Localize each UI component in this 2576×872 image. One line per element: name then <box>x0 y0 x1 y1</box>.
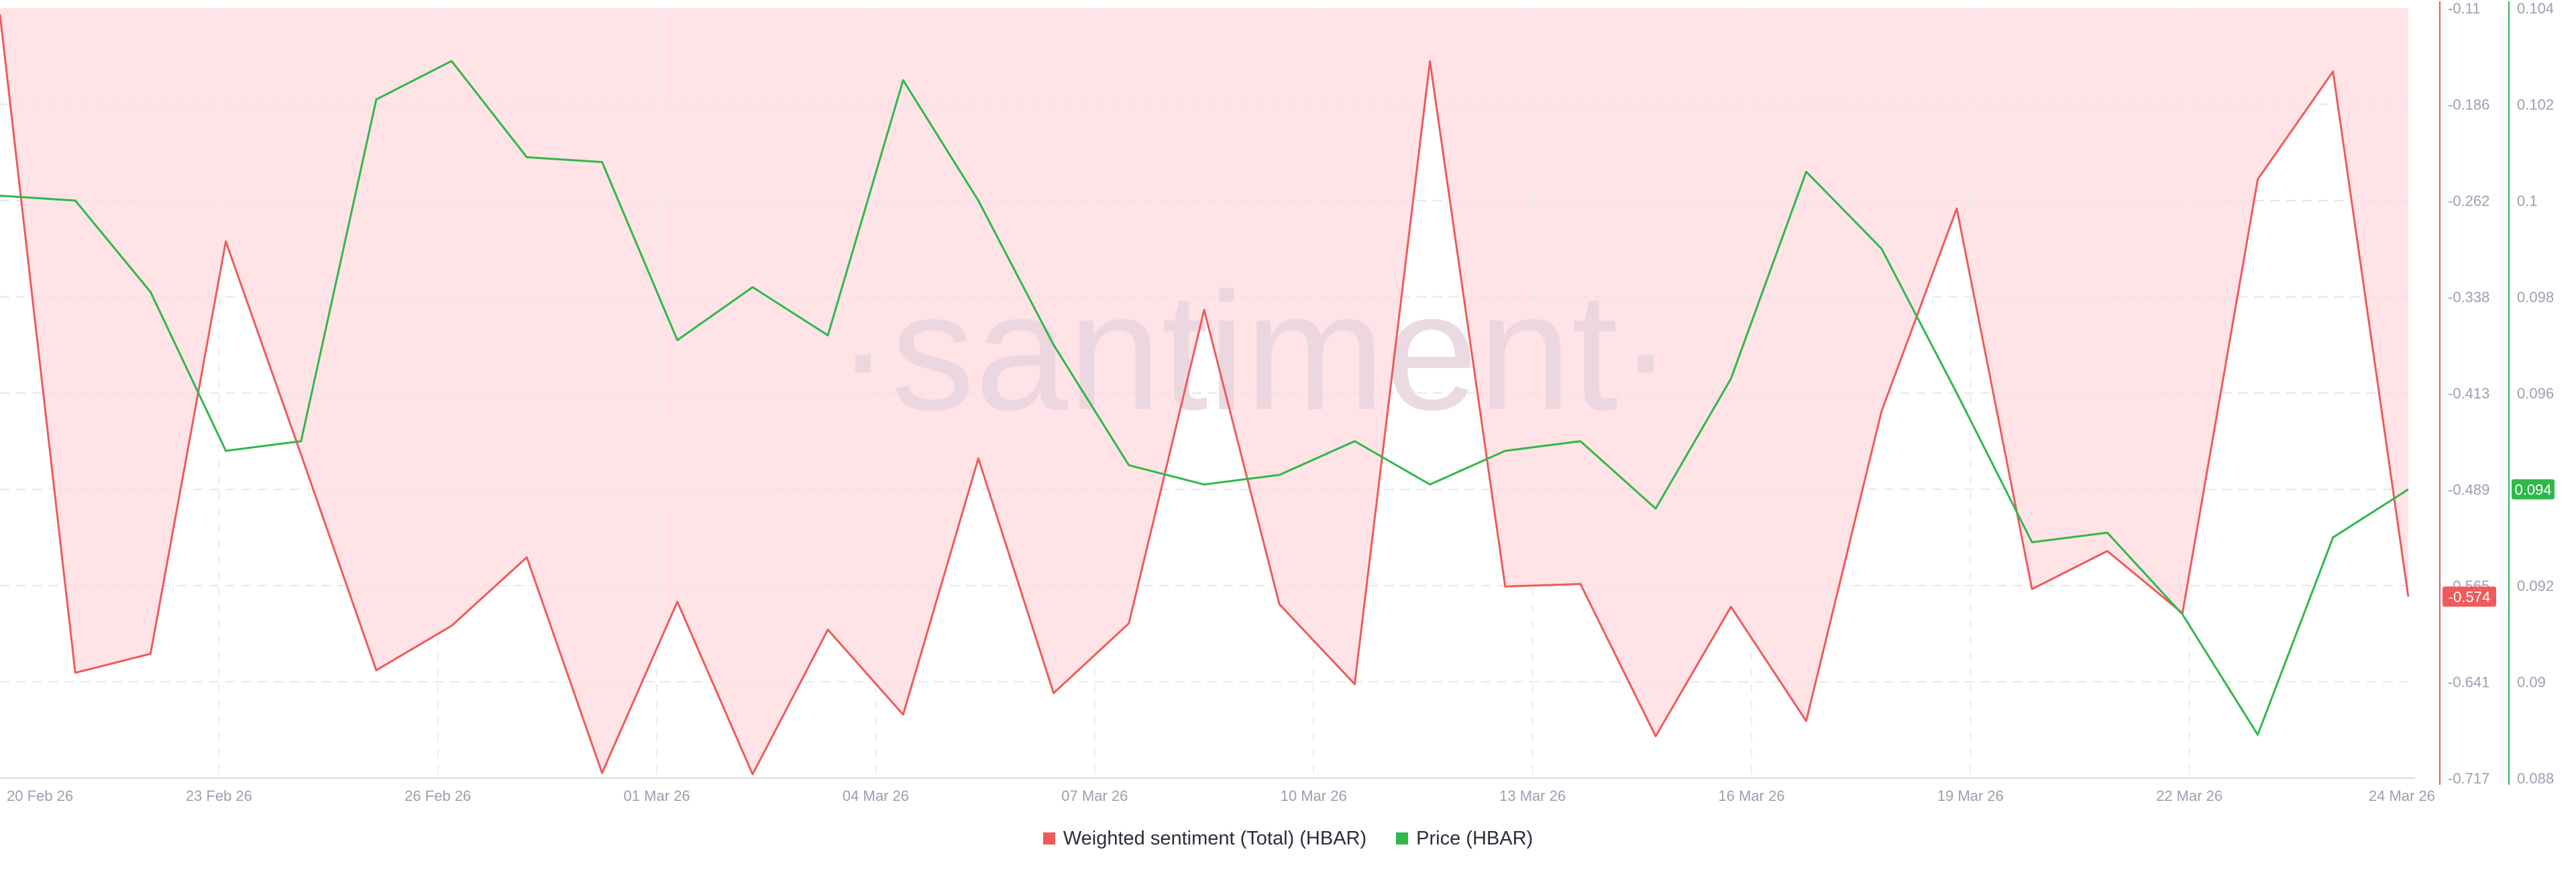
price-tick-label: 0.104 <box>2517 0 2554 17</box>
sentiment-tick-label: -0.413 <box>2448 385 2489 402</box>
tick-labels: -0.11-0.186-0.262-0.338-0.413-0.489-0.56… <box>7 0 2554 804</box>
price-tick-label: 0.088 <box>2517 770 2554 787</box>
sentiment-fill-area <box>0 8 2408 775</box>
x-tick-label: 23 Feb 26 <box>186 787 252 804</box>
x-tick-label: 04 Mar 26 <box>843 787 909 804</box>
sentiment-area <box>0 8 2408 775</box>
price-tick-label: 0.09 <box>2517 674 2546 691</box>
legend-label-sentiment: Weighted sentiment (Total) (HBAR) <box>1063 827 1367 849</box>
sentiment-tick-label: -0.338 <box>2448 289 2489 306</box>
x-tick-label: 16 Mar 26 <box>1718 787 1784 804</box>
series-lines <box>0 14 2410 775</box>
price-tick-label: 0.1 <box>2517 193 2538 209</box>
sentiment-tick-label: -0.11 <box>2448 0 2481 17</box>
legend-swatch-sentiment <box>1042 832 1055 844</box>
legend-item-sentiment[interactable]: Weighted sentiment (Total) (HBAR) <box>1042 827 1367 850</box>
x-tick-label: 26 Feb 26 <box>405 787 471 804</box>
x-tick-label: 19 Mar 26 <box>1937 787 2004 804</box>
x-tick-label: 20 Feb 26 <box>7 787 73 804</box>
value-badges: -0.574 0.094 <box>2443 479 2555 607</box>
x-tick-label: 07 Mar 26 <box>1061 787 1128 804</box>
price-tick-label: 0.092 <box>2517 578 2554 594</box>
axes <box>0 1 2510 785</box>
sentiment-tick-label: -0.641 <box>2448 674 2489 691</box>
x-tick-label: 24 Mar 26 <box>2369 787 2435 804</box>
x-tick-label: 10 Mar 26 <box>1281 787 1347 804</box>
legend-label-price: Price (HBAR) <box>1416 827 1534 849</box>
sentiment-tick-label: -0.186 <box>2448 97 2489 113</box>
x-tick-label: 22 Mar 26 <box>2156 787 2222 804</box>
x-tick-label: 01 Mar 26 <box>624 787 690 804</box>
legend: Weighted sentiment (Total) (HBAR) Price … <box>0 825 2576 852</box>
price-current-badge-text: 0.094 <box>2514 482 2551 498</box>
price-tick-label: 0.098 <box>2517 289 2554 306</box>
sentiment-current-badge-bg <box>2443 586 2496 607</box>
price-tick-label: 0.096 <box>2517 385 2554 402</box>
legend-item-price[interactable]: Price (HBAR) <box>1396 828 1533 850</box>
chart: ·santiment· -0.11 -0.186 -0.262 -0.338 -0.41… <box>0 0 2555 804</box>
x-tick-label: 13 Mar 26 <box>1499 787 1566 804</box>
sentiment-tick-label: -0.717 <box>2448 770 2489 787</box>
sentiment-line <box>0 14 2410 775</box>
price-current-badge-bg <box>2512 479 2555 500</box>
sentiment-current-badge-text: -0.574 <box>2449 589 2490 606</box>
sentiment-tick-label: -0.262 <box>2448 193 2489 209</box>
sentiment-tick-label: -0.489 <box>2448 482 2489 498</box>
price-line <box>0 60 2409 736</box>
legend-swatch-price <box>1396 832 1409 844</box>
santiment-watermark: ·santiment· <box>835 258 1674 445</box>
price-tick-label: 0.102 <box>2517 97 2554 113</box>
